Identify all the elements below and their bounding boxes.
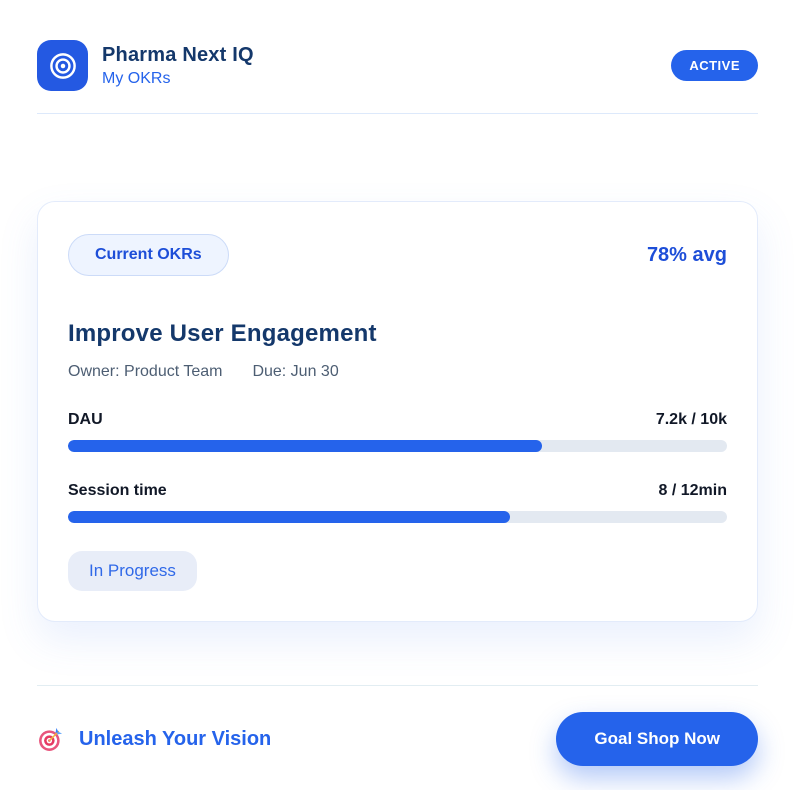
key-result-labels: Session time 8 / 12min <box>68 482 727 500</box>
key-result-row: DAU 7.2k / 10k <box>68 411 727 452</box>
brand-text: Pharma Next IQ My OKRs <box>102 44 254 88</box>
owner-label: Owner: Product Team <box>68 363 223 380</box>
dart-target-icon <box>37 725 65 753</box>
footer: Unleash Your Vision Goal Shop Now <box>37 685 758 766</box>
progress-bar-track <box>68 440 727 452</box>
tagline-text: Unleash Your Vision <box>79 727 272 750</box>
app-logo <box>37 40 88 91</box>
main: Current OKRs 78% avg Improve User Engage… <box>37 201 758 622</box>
bullseye-icon <box>48 51 78 81</box>
card-top-row: Current OKRs 78% avg <box>68 234 727 276</box>
key-result-labels: DAU 7.2k / 10k <box>68 411 727 429</box>
active-status-badge: ACTIVE <box>671 50 758 81</box>
key-result-name: Session time <box>68 482 167 499</box>
app-subtitle: My OKRs <box>102 69 171 87</box>
objective-title: Improve User Engagement <box>68 320 377 347</box>
brand: Pharma Next IQ My OKRs <box>37 40 254 91</box>
app-title: Pharma Next IQ <box>102 43 254 66</box>
average-progress-value: 78% avg <box>646 243 727 266</box>
goal-shop-now-button[interactable]: Goal Shop Now <box>556 712 758 766</box>
status-badge: In Progress <box>68 551 197 591</box>
due-date-label: Due: Jun 30 <box>252 363 339 380</box>
objective-meta: Owner: Product Team Due: Jun 30 <box>68 363 727 381</box>
key-result-name: DAU <box>68 411 103 428</box>
okr-card: Current OKRs 78% avg Improve User Engage… <box>37 201 758 622</box>
key-result-value: 8 / 12min <box>658 482 727 499</box>
progress-bar-track <box>68 511 727 523</box>
key-result-row: Session time 8 / 12min <box>68 482 727 523</box>
progress-bar-fill <box>68 511 510 523</box>
current-okrs-chip[interactable]: Current OKRs <box>68 234 229 276</box>
progress-bar-fill <box>68 440 543 452</box>
key-result-value: 7.2k / 10k <box>655 411 727 428</box>
header: Pharma Next IQ My OKRs ACTIVE <box>37 0 758 114</box>
footer-tagline: Unleash Your Vision <box>37 725 271 753</box>
